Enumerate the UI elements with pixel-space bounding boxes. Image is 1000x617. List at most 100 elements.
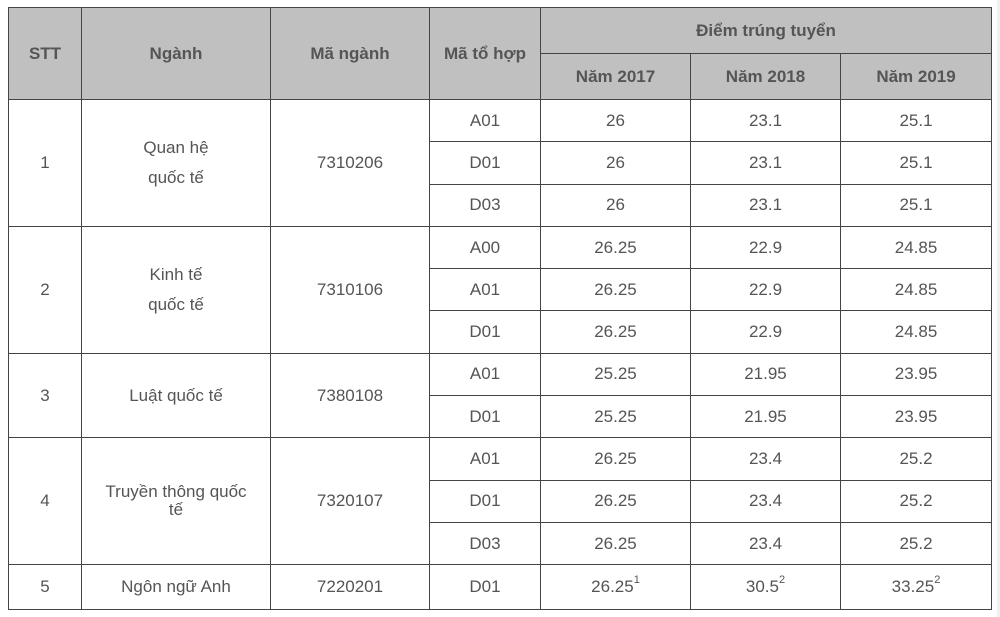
ma-nganh-cell: 7310106 xyxy=(270,225,430,354)
table-row: D01 26 23.1 25.1 xyxy=(9,141,993,185)
score-cell: 21.95 xyxy=(690,352,841,397)
score-cell: 23.1 xyxy=(690,98,841,143)
score-value: 26.25 xyxy=(591,577,634,597)
score-value: 25.1 xyxy=(899,195,933,215)
score-value: 26 xyxy=(606,195,625,215)
table-row: D03 26 23.1 25.1 xyxy=(9,183,993,227)
score-value: 26.25 xyxy=(594,237,637,257)
header-ma-to-hop: Mã tổ hợp xyxy=(429,7,541,100)
ma-to-hop-cell: D01 xyxy=(429,564,541,611)
score-cell: 23.95 xyxy=(839,395,993,439)
table-row: 5 Ngôn ngữ Anh 7220201 D01 26.251 30.52 33.252 xyxy=(8,564,993,611)
table-row: D01 25.25 21.95 23.95 xyxy=(9,395,993,439)
nganh-line: Ngôn ngữ Anh xyxy=(121,577,231,597)
score-cell: 25.1 xyxy=(839,98,993,143)
score-value: 22.9 xyxy=(748,279,783,299)
score-value: 23.1 xyxy=(748,195,783,215)
score-value: 22.9 xyxy=(748,322,783,342)
footnote-marker: 1 xyxy=(633,574,640,587)
score-value: 25.25 xyxy=(594,406,637,426)
nganh-cell: Quan hệ quốc tế xyxy=(81,99,271,227)
nganh-line: Kinh tế xyxy=(149,264,203,284)
header-year-2019: Năm 2019 xyxy=(839,53,993,100)
score-cell: 25.2 xyxy=(839,521,993,566)
nganh-line: Luật quốc tế xyxy=(129,385,223,405)
ma-to-hop-cell: A01 xyxy=(429,352,541,397)
score-cell: 22.9 xyxy=(690,268,841,312)
score-value: 25.2 xyxy=(899,533,933,553)
nganh-line: tế xyxy=(168,500,184,520)
score-cell: 23.4 xyxy=(690,479,841,523)
stt-cell: 3 xyxy=(8,352,82,439)
score-cell: 25.1 xyxy=(839,141,993,185)
score-value: 26.25 xyxy=(594,322,637,342)
ma-to-hop-cell: D01 xyxy=(429,479,541,523)
ma-to-hop-cell: A01 xyxy=(429,98,541,143)
header-nganh: Ngành xyxy=(81,7,271,100)
score-cell: 24.85 xyxy=(839,268,993,312)
score-cell: 26.25 xyxy=(540,310,691,354)
ma-to-hop-cell: A01 xyxy=(429,268,541,312)
ma-nganh-cell: 7380108 xyxy=(270,352,430,439)
score-value: 24.85 xyxy=(894,237,938,257)
table-row: D03 26.25 23.4 25.2 xyxy=(9,521,993,566)
score-value: 24.85 xyxy=(894,322,938,342)
score-cell: 26 xyxy=(540,141,691,185)
stt-cell: 2 xyxy=(8,225,82,354)
table-row: D01 26.25 23.4 25.2 xyxy=(9,479,993,523)
score-cell: 33.252 xyxy=(839,564,993,611)
footnote-marker: 2 xyxy=(934,574,941,587)
ma-to-hop-cell: A00 xyxy=(429,225,541,270)
score-value: 23.1 xyxy=(748,110,783,130)
score-cell: 30.52 xyxy=(690,564,841,611)
score-value: 30.5 xyxy=(745,577,779,597)
nganh-line: quốc tế xyxy=(148,167,204,187)
nganh-cell: Truyền thông quốc tế xyxy=(81,437,271,566)
score-cell: 26.25 xyxy=(540,479,691,523)
stt-cell: 5 xyxy=(8,564,82,611)
nganh-line: Truyền thông quốc xyxy=(105,482,247,502)
score-value: 23.4 xyxy=(748,449,783,469)
score-value: 26.25 xyxy=(594,449,637,469)
ma-to-hop-cell: D01 xyxy=(429,395,541,439)
score-cell: 21.95 xyxy=(690,395,841,439)
score-value: 22.9 xyxy=(748,237,783,257)
score-cell: 26.25 xyxy=(540,437,691,481)
ma-nganh-cell: 7220201 xyxy=(270,564,430,611)
score-cell: 24.85 xyxy=(839,225,993,270)
score-cell: 23.1 xyxy=(690,183,841,227)
score-cell: 24.85 xyxy=(839,310,993,354)
score-value: 26.25 xyxy=(594,491,637,511)
score-cell: 26.25 xyxy=(540,225,691,270)
stt-cell: 1 xyxy=(8,99,82,227)
table-row: 2 Kinh tế quốc tế 7310106 A00 26.25 22.9 24.85 xyxy=(8,225,993,354)
score-cell: 23.4 xyxy=(690,521,841,566)
footnote-marker: 2 xyxy=(778,574,786,587)
table-row: 4 Truyền thông quốc tế 7320107 A01 26.25 23.4 2… xyxy=(8,437,993,566)
score-value: 25.2 xyxy=(899,491,933,511)
admission-scores-table: STT Ngành Mã ngành Mã tổ hợp Điểm trúng … xyxy=(8,7,993,611)
score-cell: 25.2 xyxy=(839,479,993,523)
score-value: 26 xyxy=(606,110,625,130)
table-row: A01 26.25 22.9 24.85 xyxy=(9,268,993,312)
ma-to-hop-cell: A01 xyxy=(429,437,541,481)
score-cell: 23.4 xyxy=(690,437,841,481)
table-row: 3 Luật quốc tế 7380108 A01 25.25 21.95 23.95 xyxy=(8,352,993,439)
ma-nganh-cell: 7320107 xyxy=(270,437,430,566)
page-edge xyxy=(997,0,1000,617)
score-value: 33.25 xyxy=(891,577,935,597)
score-value: 25.1 xyxy=(899,110,933,130)
score-value: 26.25 xyxy=(594,533,637,553)
score-value: 25.2 xyxy=(899,449,933,469)
nganh-line: quốc tế xyxy=(148,294,204,314)
score-cell: 25.25 xyxy=(540,352,691,397)
score-cell: 26 xyxy=(540,98,691,143)
score-value: 23.4 xyxy=(748,533,783,553)
ma-to-hop-cell: D03 xyxy=(429,183,541,227)
ma-nganh-cell: 7310206 xyxy=(270,99,430,227)
score-cell: 22.9 xyxy=(690,225,841,270)
header-year-2018: Năm 2018 xyxy=(690,53,841,100)
score-value: 21.95 xyxy=(744,406,787,426)
score-value: 24.85 xyxy=(894,279,938,299)
score-value: 25.1 xyxy=(899,152,933,172)
